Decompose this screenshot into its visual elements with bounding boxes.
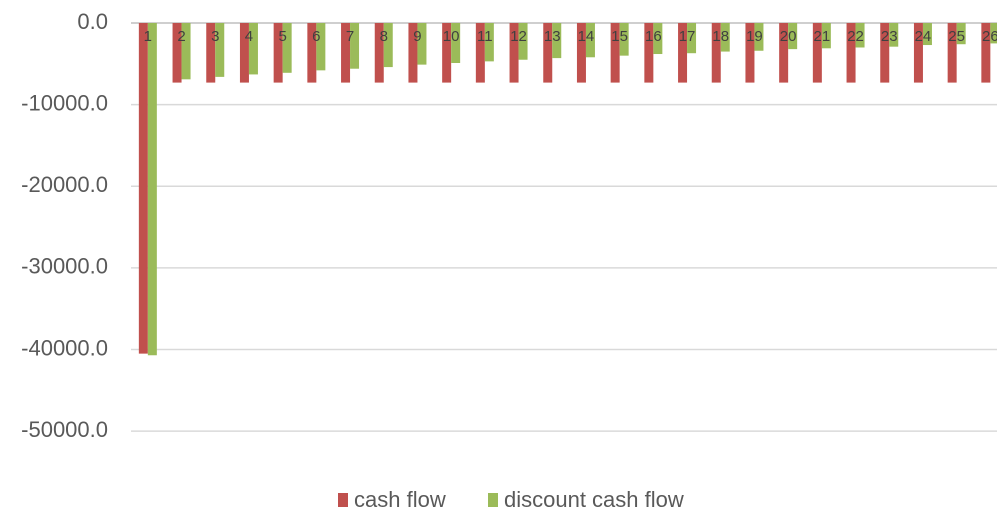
x-tick-label: 22 <box>847 28 864 45</box>
bar <box>239 23 249 83</box>
bar <box>889 23 899 47</box>
x-tick-label: 1 <box>144 28 152 45</box>
bar <box>341 23 351 83</box>
bar <box>990 23 997 44</box>
bar <box>720 23 730 52</box>
x-tick-label: 23 <box>881 28 898 45</box>
bar <box>451 23 461 64</box>
bar <box>307 23 317 83</box>
bar <box>711 23 721 83</box>
x-tick-label: 19 <box>746 28 763 45</box>
x-tick-label: 4 <box>245 28 253 45</box>
y-tick-label: -20000.0 <box>21 172 108 197</box>
legend-label: cash flow <box>354 487 446 512</box>
bar <box>206 23 216 83</box>
bar <box>408 23 418 83</box>
bar <box>585 23 595 58</box>
x-tick-label: 21 <box>814 28 831 45</box>
bar <box>374 23 384 83</box>
bar <box>788 23 798 50</box>
legend-label: discount cash flow <box>504 487 684 512</box>
bar <box>754 23 764 51</box>
bar <box>316 23 326 71</box>
bar <box>138 23 148 354</box>
bar <box>821 23 831 49</box>
bar <box>475 23 485 83</box>
bar <box>273 23 283 83</box>
bar <box>181 23 191 80</box>
bar <box>147 23 157 356</box>
bar <box>417 23 427 65</box>
bar <box>509 23 519 83</box>
bar <box>678 23 688 83</box>
bar <box>383 23 393 68</box>
x-tick-label: 16 <box>645 28 662 45</box>
x-tick-label: 6 <box>312 28 320 45</box>
bar <box>215 23 225 77</box>
x-tick-label: 7 <box>346 28 354 45</box>
bar <box>880 23 890 83</box>
bar <box>947 23 957 83</box>
x-tick-label: 20 <box>780 28 797 45</box>
y-tick-label: 0.0 <box>77 9 108 34</box>
x-tick-label: 12 <box>510 28 527 45</box>
bar <box>687 23 697 54</box>
y-tick-label: -30000.0 <box>21 254 108 279</box>
x-tick-label: 11 <box>477 28 493 45</box>
bar <box>981 23 991 83</box>
bar <box>956 23 966 45</box>
bar <box>855 23 865 48</box>
legend-swatch <box>488 493 498 507</box>
bar <box>619 23 629 56</box>
x-tick-label: 24 <box>915 28 932 45</box>
bar <box>484 23 494 62</box>
y-tick-label: -10000.0 <box>21 90 108 115</box>
x-tick-label: 5 <box>278 28 286 45</box>
x-tick-label: 17 <box>679 28 696 45</box>
x-tick-label: 14 <box>578 28 595 45</box>
bar <box>576 23 586 83</box>
bar <box>552 23 562 59</box>
bar <box>846 23 856 83</box>
bar <box>922 23 932 46</box>
legend-swatch <box>338 493 348 507</box>
bar <box>779 23 789 83</box>
x-tick-label: 10 <box>443 28 460 45</box>
x-tick-label: 8 <box>380 28 388 45</box>
bar <box>913 23 923 83</box>
x-tick-label: 26 <box>982 28 997 45</box>
x-tick-label: 3 <box>211 28 219 45</box>
x-tick-label: 25 <box>948 28 965 45</box>
x-tick-label: 15 <box>611 28 628 45</box>
bar <box>745 23 755 83</box>
bar <box>442 23 452 83</box>
x-tick-label: 13 <box>544 28 561 45</box>
bar <box>610 23 620 83</box>
bar <box>518 23 528 60</box>
y-tick-label: -50000.0 <box>21 417 108 442</box>
bar <box>248 23 258 75</box>
x-tick-label: 2 <box>177 28 185 45</box>
bar <box>543 23 553 83</box>
bar <box>282 23 292 73</box>
bar <box>172 23 182 83</box>
y-tick-label: -40000.0 <box>21 335 108 360</box>
bar <box>812 23 822 83</box>
bar <box>653 23 663 55</box>
x-tick-label: 9 <box>413 28 421 45</box>
x-tick-label: 18 <box>712 28 729 45</box>
bar <box>644 23 654 83</box>
bar <box>350 23 360 69</box>
